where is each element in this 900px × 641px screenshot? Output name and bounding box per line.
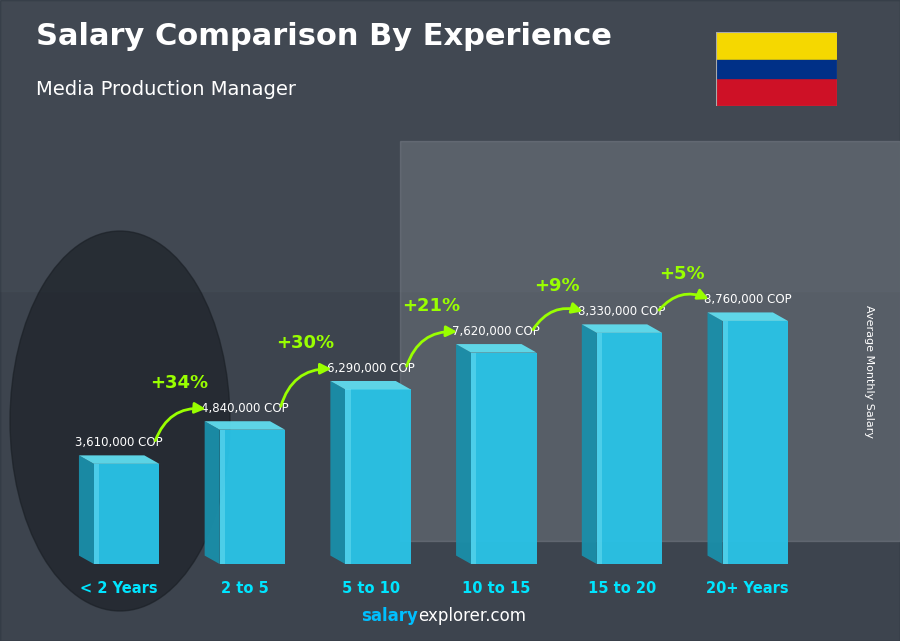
Polygon shape <box>707 312 723 564</box>
Polygon shape <box>330 381 410 390</box>
Polygon shape <box>456 344 536 353</box>
Polygon shape <box>330 381 346 564</box>
Bar <box>220 429 225 564</box>
Polygon shape <box>204 421 285 429</box>
Text: 4,840,000 COP: 4,840,000 COP <box>201 402 289 415</box>
Polygon shape <box>456 344 472 564</box>
Bar <box>94 464 159 564</box>
Polygon shape <box>204 421 220 564</box>
Text: 3,610,000 COP: 3,610,000 COP <box>76 437 163 449</box>
Polygon shape <box>79 455 94 564</box>
Bar <box>597 333 602 564</box>
Text: 6,290,000 COP: 6,290,000 COP <box>327 362 415 375</box>
Bar <box>400 141 900 541</box>
Bar <box>94 464 99 564</box>
Polygon shape <box>581 324 662 333</box>
Bar <box>346 390 410 564</box>
Text: salary: salary <box>362 607 418 625</box>
Text: 5 to 10: 5 to 10 <box>341 581 400 596</box>
Text: +5%: +5% <box>660 265 706 283</box>
Bar <box>220 429 285 564</box>
Text: Salary Comparison By Experience: Salary Comparison By Experience <box>36 22 612 51</box>
Ellipse shape <box>10 231 230 611</box>
Text: Media Production Manager: Media Production Manager <box>36 80 296 99</box>
Polygon shape <box>707 312 788 321</box>
Text: 7,620,000 COP: 7,620,000 COP <box>453 325 540 338</box>
Bar <box>472 353 536 564</box>
Text: 8,760,000 COP: 8,760,000 COP <box>704 294 792 306</box>
Text: +21%: +21% <box>402 297 460 315</box>
Text: 2 to 5: 2 to 5 <box>221 581 269 596</box>
Text: +30%: +30% <box>276 334 334 352</box>
Bar <box>716 60 837 78</box>
Text: explorer.com: explorer.com <box>418 607 526 625</box>
Bar <box>0 0 900 291</box>
Text: 8,330,000 COP: 8,330,000 COP <box>579 305 666 319</box>
Text: +9%: +9% <box>534 277 580 296</box>
Text: 10 to 15: 10 to 15 <box>462 581 530 596</box>
Bar <box>723 321 728 564</box>
Bar <box>716 78 837 106</box>
Text: 15 to 20: 15 to 20 <box>588 581 656 596</box>
Polygon shape <box>79 455 159 464</box>
Polygon shape <box>581 324 597 564</box>
Text: 20+ Years: 20+ Years <box>706 581 789 596</box>
Bar <box>597 333 662 564</box>
Text: Average Monthly Salary: Average Monthly Salary <box>863 305 874 438</box>
Bar <box>472 353 476 564</box>
Bar <box>346 390 351 564</box>
Bar <box>723 321 788 564</box>
Text: < 2 Years: < 2 Years <box>80 581 158 596</box>
Text: +34%: +34% <box>150 374 209 392</box>
